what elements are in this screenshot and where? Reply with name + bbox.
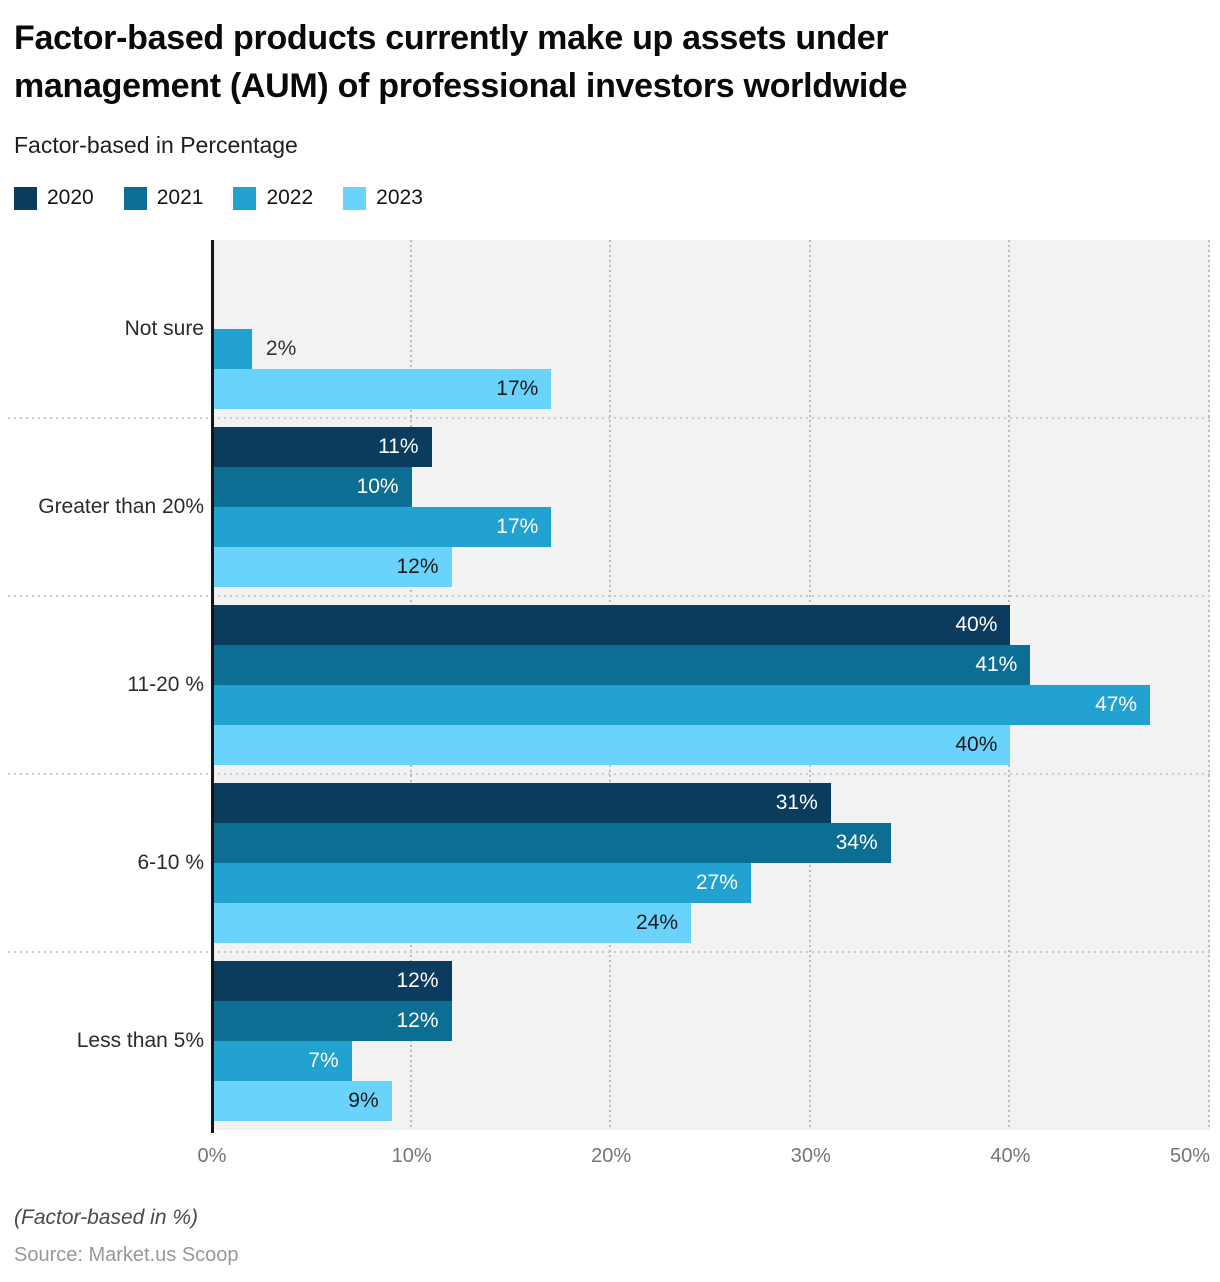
chart-subtitle: Factor-based in Percentage [14,132,298,158]
group-separator [8,595,1210,597]
legend-label: 2021 [156,186,204,209]
legend-item-2020: 2020 [14,186,94,210]
chart-title-line1: Factor-based products currently make up … [14,19,889,57]
legend-swatch-icon [14,186,37,210]
legend: 2020 2021 2022 2023 [14,186,423,210]
footer-note: (Factor-based in %) [14,1206,199,1229]
bar: 41% [212,645,1031,685]
bar: 7% [212,1041,352,1081]
legend-swatch-icon [123,186,147,210]
legend-label: 2020 [47,186,94,209]
gridline [1208,240,1210,1130]
x-tick-label: 20% [591,1145,632,1167]
bar-value-label: 27% [695,871,738,894]
x-tick-label: 10% [391,1145,432,1167]
bar: 17% [212,507,552,547]
legend-swatch-icon [233,186,257,210]
y-axis-line [211,240,214,1133]
plot-area: 2% 17% 11% 10% 17% 12% 40% 41% 47% 40% 31% 34% 27% 24… [212,240,1210,1130]
chart: Not sure Greater than 20% 11-20 % 6-10 % Les… [0,240,1220,1190]
bar: 47% [212,685,1151,725]
bar-value-label: 40% [955,613,998,636]
category-label: Less than 5% [76,1029,204,1052]
bar-value-label: 7% [308,1049,339,1072]
bar: 31% [212,783,831,823]
category-label: 11-20 % [127,673,204,696]
bar: 11% [212,427,432,467]
bar: 17% [212,369,552,409]
bar: 27% [212,863,751,903]
legend-label: 2022 [266,186,314,209]
bar-value-label: 47% [1095,693,1138,716]
bar-value-label: 40% [955,733,998,756]
bar-value-label: 12% [396,969,439,992]
bar-value-label: 31% [775,791,818,814]
group-separator [8,773,1210,775]
bar: 9% [212,1081,392,1121]
legend-label: 2023 [376,186,423,209]
bar: 2% [212,329,296,369]
group-separator [8,417,1210,419]
bar-value-label: 24% [636,911,679,934]
chart-title: Factor-based products currently make up … [14,14,907,110]
bar: 10% [212,467,412,507]
category-label: 6-10 % [137,851,204,874]
bar: 40% [212,605,1011,645]
x-tick-label: 40% [990,1145,1031,1167]
bar-value-label: 34% [835,831,878,854]
bar-value-label: 10% [356,475,399,498]
x-tick-label: 50% [1169,1145,1210,1167]
bar-value-label: 11% [378,435,419,458]
legend-swatch-icon [343,186,367,210]
bar-value-label: 17% [496,515,539,538]
source-text: Source: Market.us Scoop [14,1244,239,1266]
bar: 12% [212,547,452,587]
group-separator [8,951,1210,953]
legend-item-2022: 2022 [233,186,313,210]
x-axis: 0% 10% 20% 30% 40% 50% [0,1145,1220,1173]
chart-title-line2: management (AUM) of professional investo… [14,67,908,105]
legend-item-2023: 2023 [343,186,423,210]
bar-value-label: 17% [496,377,539,400]
category-label: Not sure [124,317,204,340]
y-axis-labels: Not sure Greater than 20% 11-20 % 6-10 % Les… [0,240,204,1130]
bar-value-label: 12% [396,555,439,578]
bar: 40% [212,725,1011,765]
x-tick-label: 0% [197,1145,227,1167]
bar: 34% [212,823,891,863]
category-label: Greater than 20% [38,495,204,518]
bar: 12% [212,961,452,1001]
x-tick-label: 30% [790,1145,831,1167]
bar: 12% [212,1001,452,1041]
bar-value-label: 12% [396,1009,439,1032]
bar-value-label: 41% [975,653,1018,676]
bar-value-label: 9% [348,1089,379,1112]
bar: 24% [212,903,692,943]
bar-value-label: 2% [265,337,297,360]
legend-item-2021: 2021 [123,186,204,210]
